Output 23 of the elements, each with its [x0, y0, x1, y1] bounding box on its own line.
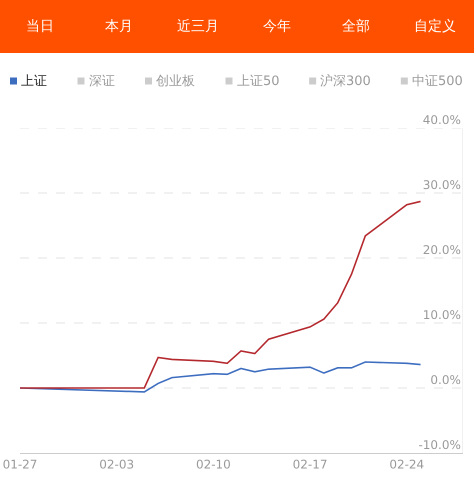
x-tick-label: 02-03: [99, 457, 134, 472]
text: 本月: [105, 18, 133, 34]
y-tick-label: 30.0%: [422, 178, 461, 192]
legend-label: 上证: [21, 74, 47, 89]
legend-label: 深证: [89, 74, 115, 89]
text: 近三月: [177, 18, 219, 34]
y-tick-label: -10.0%: [418, 438, 461, 452]
x-tick-label: 02-10: [196, 457, 231, 472]
x-tick-label: 02-24: [389, 457, 424, 472]
text: 当日: [26, 18, 54, 34]
x-tick-label: 02-17: [292, 457, 328, 472]
legend-label: 上证50: [237, 74, 280, 89]
y-tick-label: 20.0%: [422, 242, 461, 257]
text: 自定义: [414, 18, 456, 34]
text: 全部: [342, 18, 370, 34]
legend-label: 沪深300: [320, 73, 371, 89]
x-tick-label: 01-27: [2, 457, 38, 472]
legend-label: 中证500: [412, 74, 463, 89]
y-tick-label: 0.0%: [430, 372, 461, 387]
y-tick-label: 40.0%: [422, 112, 461, 127]
legend-label: 创业板: [156, 74, 195, 89]
text: 今年: [263, 18, 291, 34]
y-tick-label: 10.0%: [422, 308, 461, 322]
